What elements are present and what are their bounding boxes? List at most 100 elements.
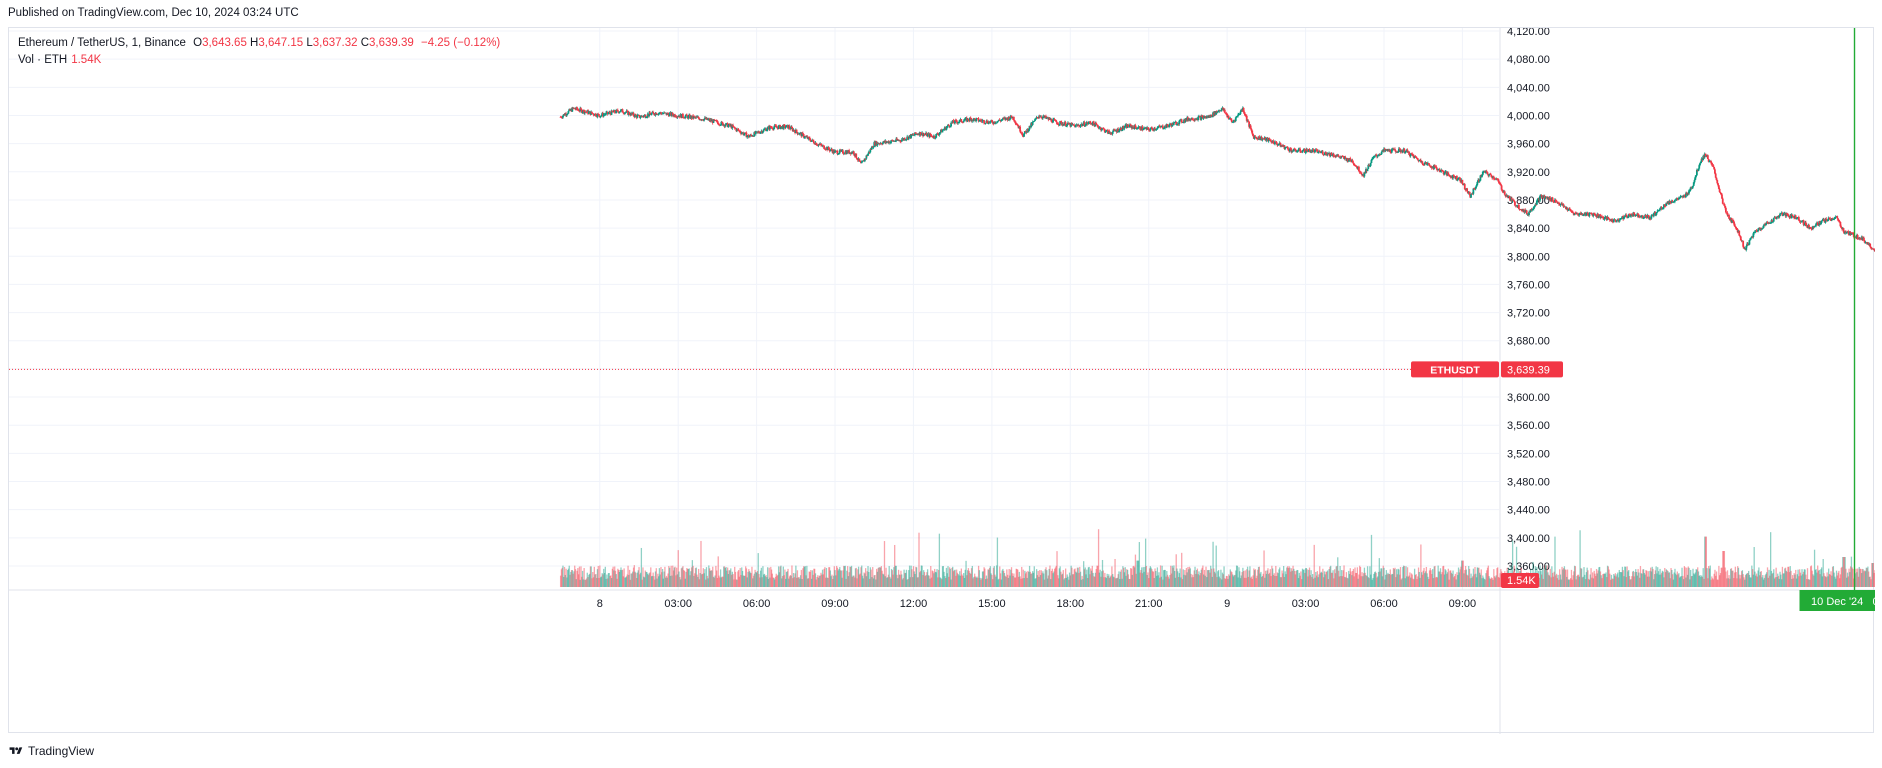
volume-bar — [1402, 566, 1404, 587]
volume-bar — [1210, 565, 1212, 587]
volume-bar — [1647, 571, 1649, 587]
candle-body — [1568, 208, 1571, 210]
candle-body — [1226, 113, 1229, 117]
volume-bar — [1394, 567, 1396, 587]
volume-bar — [1051, 568, 1053, 587]
candle-body — [623, 112, 626, 114]
volume-bar — [1272, 574, 1275, 587]
candle-body — [754, 131, 757, 134]
volume-bar — [952, 571, 955, 587]
volume-bar — [1498, 577, 1500, 587]
volume-bar — [759, 570, 762, 587]
volume-bar — [1023, 578, 1025, 587]
volume-bar — [974, 573, 976, 587]
candle-body — [1658, 210, 1661, 211]
volume-bar — [1868, 576, 1871, 587]
volume-bar — [1437, 565, 1439, 587]
candle-body — [1132, 126, 1134, 128]
volume-bar — [1732, 570, 1734, 587]
volume-bar — [1861, 568, 1864, 587]
candle-body — [1553, 201, 1556, 203]
volume-bar — [1016, 569, 1018, 587]
candle-body — [1565, 206, 1567, 210]
candle-body — [1110, 132, 1112, 134]
volume-bar — [1185, 567, 1188, 587]
candle-body — [1354, 165, 1357, 167]
candle-body — [1281, 145, 1283, 147]
volume-bar — [1710, 579, 1712, 587]
candle-body — [1586, 212, 1589, 216]
volume-bar — [1149, 566, 1151, 587]
volume-bar — [1644, 574, 1646, 587]
volume-bar — [1475, 573, 1477, 587]
candle-body — [1438, 169, 1441, 172]
volume-bar — [754, 569, 756, 587]
candle-body — [604, 114, 607, 116]
volume-bar — [860, 567, 862, 587]
volume-bar — [1220, 569, 1222, 587]
volume-bar — [908, 565, 911, 587]
volume-bar — [985, 579, 987, 587]
volume-bar — [1825, 577, 1827, 587]
candle-body — [772, 127, 775, 130]
volume-bar — [1416, 579, 1418, 587]
volume-bar — [1820, 567, 1823, 587]
volume-bar — [730, 568, 732, 587]
volume-bar — [1115, 578, 1118, 587]
volume-bar — [716, 577, 719, 587]
volume-bar — [712, 566, 714, 587]
volume-bar — [1743, 577, 1745, 587]
volume-bar — [1026, 577, 1028, 587]
volume-bar — [1235, 565, 1238, 587]
candle-body — [818, 144, 821, 146]
candle-body — [962, 120, 965, 123]
volume-bar — [580, 566, 582, 587]
volume-bar — [1228, 574, 1230, 587]
candle-body — [1059, 121, 1062, 123]
volume-bar — [1094, 572, 1097, 587]
volume-bar — [1299, 575, 1301, 587]
candle-body — [1471, 193, 1474, 195]
candle-body — [949, 126, 952, 128]
volume-bar — [641, 579, 643, 587]
candle-body — [1492, 176, 1495, 179]
volume-bar — [1627, 571, 1629, 587]
candle-body — [938, 133, 941, 135]
candle-body — [1481, 174, 1483, 177]
volume-bar — [985, 575, 988, 587]
candle-body — [1168, 125, 1171, 127]
volume-bar — [1759, 571, 1762, 587]
volume-bar — [1844, 557, 1846, 587]
chart-frame[interactable]: 4,120.00 4,080.00 4,040.00 4,000.00 3,960.00… — [8, 27, 1875, 734]
volume-bar — [895, 565, 897, 587]
volume-bar — [914, 574, 916, 587]
volume-bar — [1218, 576, 1220, 587]
volume-bar — [762, 566, 764, 587]
volume-bar — [1436, 577, 1439, 587]
volume-bar — [1689, 579, 1691, 587]
volume-bar — [972, 578, 974, 587]
candle-body — [947, 124, 950, 126]
candle-body — [816, 145, 819, 146]
candle-body — [1163, 128, 1166, 129]
volume-bar — [1492, 579, 1494, 587]
candle-body — [1689, 187, 1692, 191]
candle-body — [957, 122, 960, 124]
volume-bar — [719, 569, 722, 587]
volume-bar — [1571, 579, 1573, 587]
candle-body — [1118, 128, 1121, 132]
chart-canvas[interactable]: 4,120.004,080.004,040.004,000.003,960.00… — [9, 28, 1875, 734]
volume-bar — [851, 576, 853, 587]
volume-bar — [915, 566, 917, 587]
candle-body — [960, 119, 963, 122]
volume-bar — [1588, 579, 1591, 587]
volume-bar — [1837, 572, 1839, 587]
volume-bar — [1606, 577, 1608, 587]
volume-bar — [1446, 573, 1448, 587]
volume-bar — [1576, 575, 1578, 587]
volume-bar — [1433, 566, 1435, 587]
volume-bar — [1545, 565, 1548, 587]
candle-body — [1347, 160, 1350, 162]
volume-bar — [993, 566, 995, 587]
volume-bar — [886, 577, 889, 587]
